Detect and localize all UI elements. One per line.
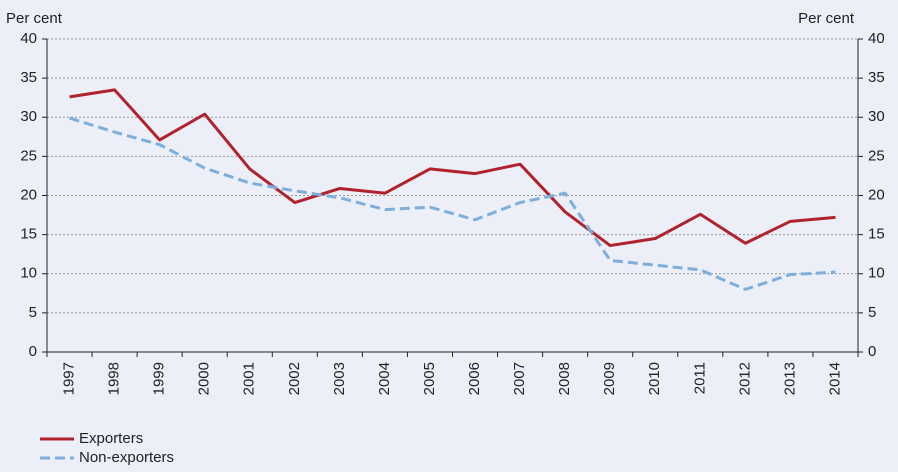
series-line [69,88,836,248]
x-tick-label: 2008 [556,362,573,395]
x-tick-label: 2011 [691,362,708,394]
x-tick-label: 1998 [106,362,123,395]
y2-tick-label: 5 [868,304,876,321]
y2-tick-label: 0 [868,343,876,360]
x-tick-label: 2000 [196,362,213,395]
x-tick-label: 2010 [646,362,663,395]
y-axis-label: Per cent [6,10,63,27]
series-line [69,116,836,291]
y-tick-label: 25 [20,147,37,164]
y-tick-label: 30 [20,108,37,125]
y-tick-label: 35 [20,69,37,86]
x-tick-label: 2009 [601,362,618,395]
y-tick-label: 5 [29,304,37,321]
y-tick-label: 40 [20,30,37,47]
y-tick-label: 10 [20,265,37,282]
y2-axis-label: Per cent [798,10,855,27]
y2-tick-label: 10 [868,265,885,282]
x-tick-label: 2012 [736,362,753,395]
y2-tick-label: 15 [868,226,885,243]
legend-label: Non-exporters [79,449,174,466]
y2-tick-label: 35 [868,69,885,86]
x-tick-label: 2005 [421,362,438,395]
legend-label: Exporters [79,430,143,447]
x-tick-label: 2007 [511,362,528,395]
x-tick-label: 2013 [781,362,798,395]
y-tick-label: 0 [29,343,37,360]
x-tick-label: 1999 [151,362,168,395]
x-tick-label: 2004 [376,362,393,395]
y2-tick-label: 25 [868,147,885,164]
x-tick-label: 1997 [60,362,77,395]
y2-tick-label: 40 [868,30,885,47]
x-tick-label: 2006 [466,362,483,395]
y-tick-label: 15 [20,226,37,243]
x-tick-label: 2003 [331,362,348,395]
x-tick-label: 2001 [241,362,258,395]
x-tick-label: 2002 [286,362,303,395]
y2-tick-label: 20 [868,186,885,203]
y2-tick-label: 30 [868,108,885,125]
x-tick-label: 2014 [826,362,843,395]
y-tick-label: 20 [20,186,37,203]
